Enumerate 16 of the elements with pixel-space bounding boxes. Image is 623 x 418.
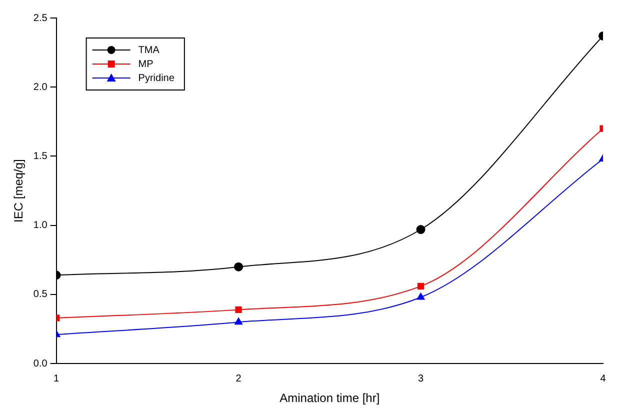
y-axis-title: IEC [meq/g] — [12, 159, 26, 222]
x-tick-label: 2 — [236, 373, 242, 384]
y-tick-label: 0.5 — [33, 289, 48, 300]
y-tick-label: 2.5 — [33, 12, 48, 24]
y-tick-label: 2.0 — [33, 82, 48, 93]
x-axis-title: Amination time [hr] — [280, 391, 380, 406]
x-tick-label: 3 — [418, 373, 424, 384]
y-tick-label: 0.0 — [33, 358, 48, 370]
y-tick-label: 1.5 — [33, 150, 48, 162]
legend-label: TMA — [138, 44, 160, 56]
x-tick-label: 4 — [600, 373, 606, 384]
point — [235, 306, 242, 314]
x-tick-label: 1 — [54, 373, 60, 384]
y-tick-label: 1.0 — [33, 220, 48, 232]
legend-label: MP — [138, 58, 154, 70]
legend-label: Pyridine — [138, 72, 175, 84]
